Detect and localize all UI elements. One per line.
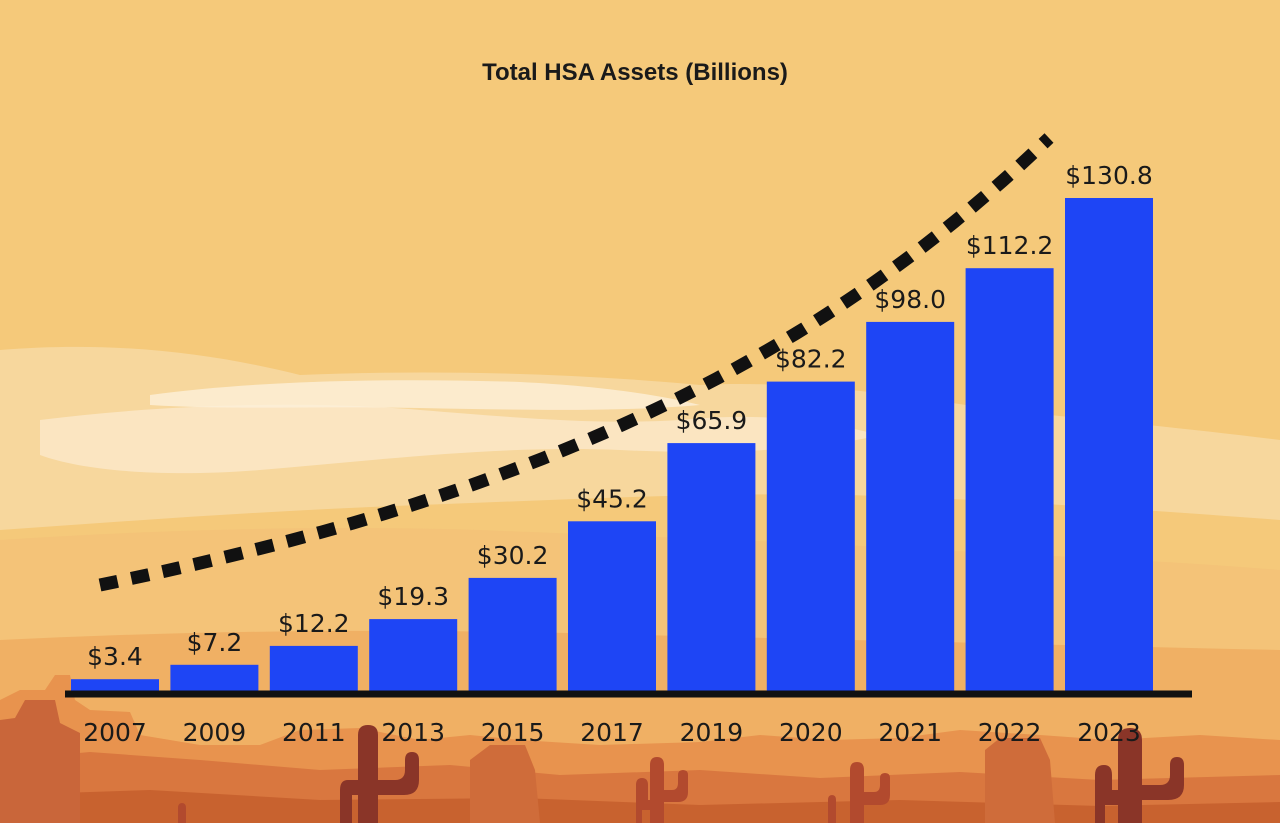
value-label-2011: $12.2 [278,609,350,638]
bar-2020 [766,381,855,692]
value-label-2019: $65.9 [676,406,748,435]
value-label-2017: $45.2 [576,484,648,513]
x-tick-label-2015: 2015 [481,718,545,747]
value-label-2023: $130.8 [1065,161,1152,190]
x-tick-label-2023: 2023 [1077,718,1141,747]
value-label-2013: $19.3 [377,582,449,611]
value-labels-group: $3.4 $7.2 $12.2 $19.3 $30.2 $45.2 $65.9 $82.2 $9… [87,161,1153,671]
x-tick-label-2020: 2020 [779,718,843,747]
x-tick-label-2009: 2009 [183,718,247,747]
bar-2019 [667,443,756,692]
trend-line [98,133,1054,592]
value-label-2022: $112.2 [966,231,1053,260]
bar-2007 [71,679,159,692]
bar-2022 [965,268,1054,692]
x-tick-label-2021: 2021 [878,718,942,747]
value-label-2009: $7.2 [187,628,243,657]
x-tick-label-2007: 2007 [83,718,147,747]
bar-2013 [369,619,458,692]
bar-2017 [568,521,656,692]
x-tick-label-2013: 2013 [381,718,445,747]
x-tick-label-2017: 2017 [580,718,644,747]
bars-group [71,198,1153,692]
bar-2009 [170,664,259,692]
bar-2023 [1065,198,1153,692]
value-label-2007: $3.4 [87,642,143,671]
value-label-2021: $98.0 [874,285,946,314]
bar-2011 [269,645,358,692]
x-tick-label-2019: 2019 [680,718,744,747]
chart-title: Total HSA Assets (Billions) [482,59,788,86]
x-labels-group: 2007 2009 2011 2013 2015 2017 2019 2020 2021 2022… [83,718,1141,747]
value-label-2020: $82.2 [775,345,847,374]
bar-2015 [468,577,557,692]
x-tick-label-2022: 2022 [978,718,1042,747]
bar-2021 [866,321,955,692]
x-tick-label-2011: 2011 [282,718,346,747]
value-label-2015: $30.2 [477,541,549,570]
